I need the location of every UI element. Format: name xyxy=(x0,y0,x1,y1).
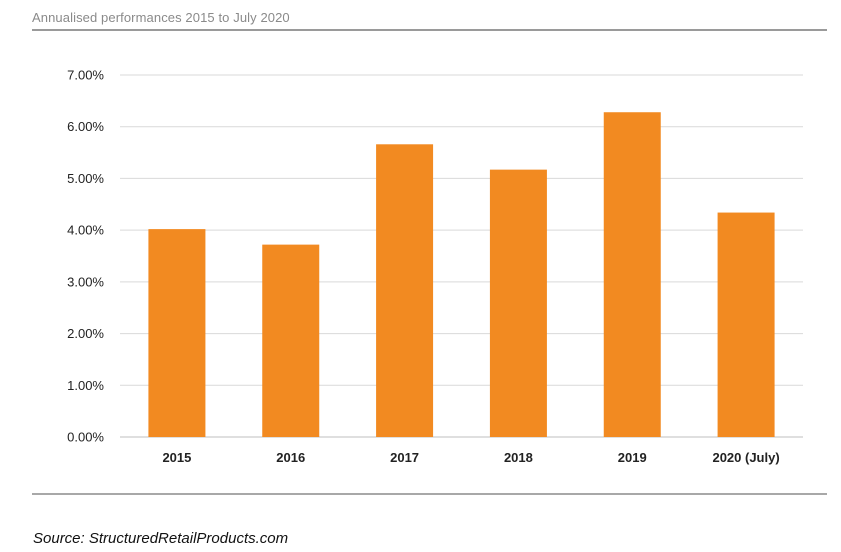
x-tick-label: 2020 (July) xyxy=(712,450,779,465)
y-tick-label: 3.00% xyxy=(67,274,104,289)
gridlines xyxy=(120,74,803,438)
x-tick-label: 2018 xyxy=(504,450,533,465)
y-tick-label: 2.00% xyxy=(67,326,104,341)
x-axis-ticks: 2015 2016 2017 2018 2019 2020 (July) xyxy=(162,450,779,465)
y-tick-label: 1.00% xyxy=(67,378,104,393)
x-tick-label: 2016 xyxy=(276,450,305,465)
y-axis-ticks: 0.00% 1.00% 2.00% 3.00% 4.00% 5.00% 6.00% 7.00% xyxy=(67,68,104,445)
y-tick-label: 7.00% xyxy=(67,68,104,83)
x-tick-label: 2015 xyxy=(162,450,191,465)
y-tick-label: 0.00% xyxy=(67,430,104,445)
bar-2016 xyxy=(262,244,320,437)
bars xyxy=(148,112,775,437)
bar-2017 xyxy=(376,144,434,437)
y-tick-label: 6.00% xyxy=(67,119,104,134)
y-tick-label: 5.00% xyxy=(67,171,104,186)
bottom-divider xyxy=(32,493,827,495)
x-tick-label: 2017 xyxy=(390,450,419,465)
bar-2015 xyxy=(148,229,206,437)
bar-2018 xyxy=(489,169,547,437)
source-note: Source: StructuredRetailProducts.com xyxy=(33,530,289,547)
x-tick-label: 2019 xyxy=(618,450,647,465)
bar-2019 xyxy=(603,112,661,437)
y-tick-label: 4.00% xyxy=(67,223,104,238)
top-divider xyxy=(32,29,827,31)
chart-title: Annualised performances 2015 to July 202… xyxy=(32,10,290,25)
bar-2020-july xyxy=(717,212,775,437)
